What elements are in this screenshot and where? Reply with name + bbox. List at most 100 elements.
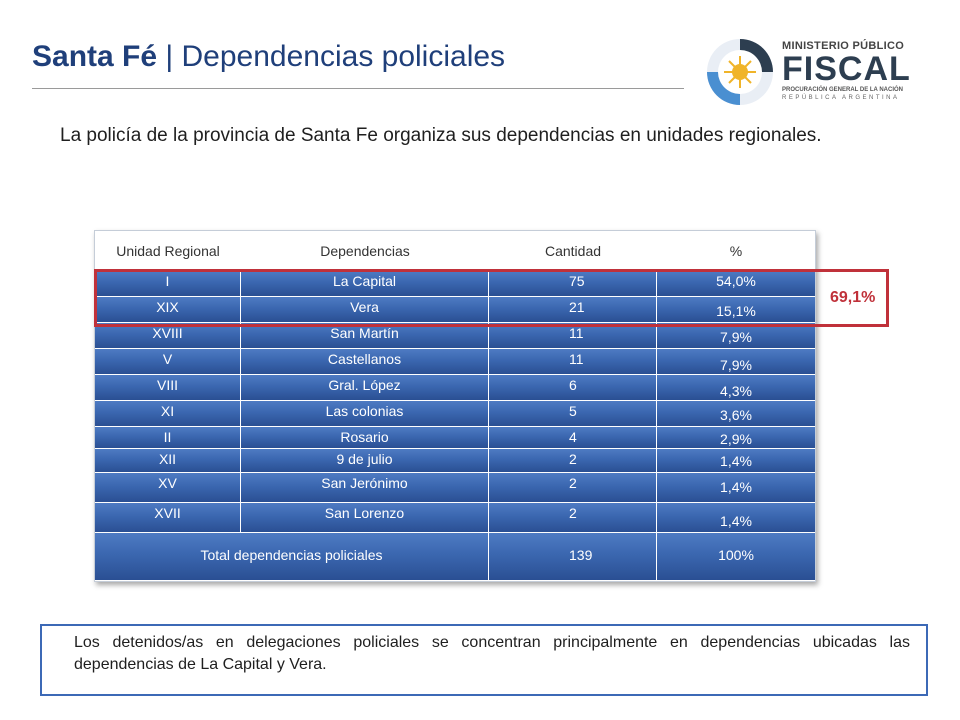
cell-percent-text: 1,4% [720, 513, 752, 529]
logo-line-procuracion: PROCURACIÓN GENERAL DE LA NACIÓN [782, 87, 904, 93]
cell-cantidad-text: 21 [569, 299, 585, 315]
note-box: Los detenidos/as en delegaciones policia… [40, 624, 928, 696]
cell-cantidad-text: 6 [569, 377, 577, 393]
cell-unidad-text: XVII [154, 505, 181, 521]
cell-dependencia-text: Vera [350, 299, 379, 315]
cell-percent: 2,9% [657, 427, 815, 449]
cell-cantidad: 2 [489, 449, 657, 473]
cell-dependencia: San Martín [241, 323, 489, 349]
highlight-percent: 69,1% [830, 289, 876, 306]
logo-line-republica: REPÚBLICA ARGENTINA [782, 95, 900, 101]
cell-percent: 1,4% [657, 449, 815, 473]
page-title: Santa Fé | Dependencias policiales [32, 40, 505, 74]
logo-line-ministerio: MINISTERIO PÚBLICO [782, 40, 905, 52]
cell-percent: 7,9% [657, 323, 815, 349]
total-percent: 100% [657, 533, 815, 581]
table-total-row: Total dependencias policiales 139 100% [95, 533, 815, 581]
header-unidad-regional: Unidad Regional [116, 243, 220, 259]
title-divider [32, 88, 684, 89]
cell-dependencia-text: San Lorenzo [324, 505, 405, 521]
table-row: II Rosario 4 2,9% [95, 427, 815, 449]
table-header: Unidad Regional Dependencias Cantidad % [95, 231, 815, 271]
cell-unidad-text: II [163, 429, 172, 445]
cell-cantidad: 21 [489, 297, 657, 323]
cell-cantidad: 6 [489, 375, 657, 401]
cell-percent: 54,0% [657, 271, 815, 297]
cell-percent-text: 2,9% [720, 431, 752, 447]
cell-cantidad-text: 2 [569, 451, 577, 467]
cell-percent: 1,4% [657, 503, 815, 533]
table-row: I La Capital 75 54,0% [95, 271, 815, 297]
logo-line-fiscal: FISCAL [782, 50, 911, 88]
cell-percent-text: 3,6% [720, 407, 752, 423]
intro-paragraph: La policía de la provincia de Santa Fe o… [60, 125, 822, 146]
cell-dependencia-text: Castellanos [327, 351, 402, 367]
cell-unidad-text: XV [158, 475, 177, 491]
total-label: Total dependencias policiales [95, 533, 489, 581]
cell-unidad: XIX [95, 297, 241, 323]
cell-percent: 3,6% [657, 401, 815, 427]
cell-dependencia: San Jerónimo [241, 473, 489, 503]
total-percent-text: 100% [718, 547, 754, 563]
cell-cantidad: 2 [489, 473, 657, 503]
cell-unidad: II [95, 427, 241, 449]
cell-percent-text: 7,9% [720, 329, 752, 345]
cell-cantidad: 5 [489, 401, 657, 427]
cell-unidad-text: VIII [156, 377, 178, 393]
table-row: XVIII San Martín 11 7,9% [95, 323, 815, 349]
cell-dependencia: Vera [241, 297, 489, 323]
cell-percent: 1,4% [657, 473, 815, 503]
cell-dependencia-text: La Capital [332, 273, 397, 289]
cell-dependencia-text: Las colonias [325, 403, 404, 419]
cell-cantidad-text: 2 [569, 505, 577, 521]
cell-unidad-text: XII [158, 451, 177, 467]
cell-cantidad: 11 [489, 323, 657, 349]
cell-dependencia: Castellanos [241, 349, 489, 375]
dependencias-table: Unidad Regional Dependencias Cantidad % … [94, 230, 816, 582]
highlight-box [94, 269, 889, 327]
cell-unidad: XVII [95, 503, 241, 533]
cell-dependencia-text: San Martín [330, 325, 399, 341]
cell-unidad: XV [95, 473, 241, 503]
cell-cantidad-text: 11 [569, 325, 584, 341]
table-row: VIII Gral. López 6 4,3% [95, 375, 815, 401]
cell-dependencia: Gral. López [241, 375, 489, 401]
title-rest: | Dependencias policiales [157, 40, 506, 73]
total-cantidad: 139 [489, 533, 657, 581]
table-row: XV San Jerónimo 2 1,4% [95, 473, 815, 503]
cell-cantidad-text: 2 [569, 475, 577, 491]
cell-cantidad-text: 75 [569, 273, 585, 289]
cell-dependencia-text: San Jerónimo [321, 475, 408, 491]
cell-unidad: XVIII [95, 323, 241, 349]
cell-percent-text: 15,1% [716, 303, 756, 319]
table-row: V Castellanos 11 7,9% [95, 349, 815, 375]
cell-percent: 7,9% [657, 349, 815, 375]
cell-dependencia: Rosario [241, 427, 489, 449]
cell-cantidad-text: 11 [569, 351, 584, 367]
cell-cantidad-text: 5 [569, 403, 577, 419]
cell-unidad-text: I [165, 273, 170, 289]
cell-dependencia-text: 9 de julio [336, 451, 393, 467]
total-cantidad-text: 139 [569, 547, 593, 563]
cell-dependencia: La Capital [241, 271, 489, 297]
cell-unidad: VIII [95, 375, 241, 401]
table-row: XI Las colonias 5 3,6% [95, 401, 815, 427]
ministerio-publico-fiscal-logo: MINISTERIO PÚBLICO FISCAL PROCURACIÓN GE… [704, 36, 910, 106]
total-label-text: Total dependencias policiales [200, 547, 383, 563]
cell-percent-text: 7,9% [720, 357, 752, 373]
cell-cantidad-text: 4 [569, 429, 577, 445]
cell-percent-text: 1,4% [720, 453, 752, 469]
cell-cantidad: 11 [489, 349, 657, 375]
cell-cantidad: 4 [489, 427, 657, 449]
header-percent: % [729, 243, 743, 259]
cell-percent: 4,3% [657, 375, 815, 401]
cell-cantidad: 2 [489, 503, 657, 533]
cell-unidad: XI [95, 401, 241, 427]
note-text: Los detenidos/as en delegaciones policia… [74, 634, 910, 673]
title-bold: Santa Fé [32, 40, 158, 73]
table-row: XVII San Lorenzo 2 1,4% [95, 503, 815, 533]
cell-unidad: XII [95, 449, 241, 473]
cell-percent-text: 4,3% [720, 383, 752, 399]
cell-percent-text: 54,0% [716, 273, 756, 289]
cell-dependencia-text: Gral. López [328, 377, 401, 393]
